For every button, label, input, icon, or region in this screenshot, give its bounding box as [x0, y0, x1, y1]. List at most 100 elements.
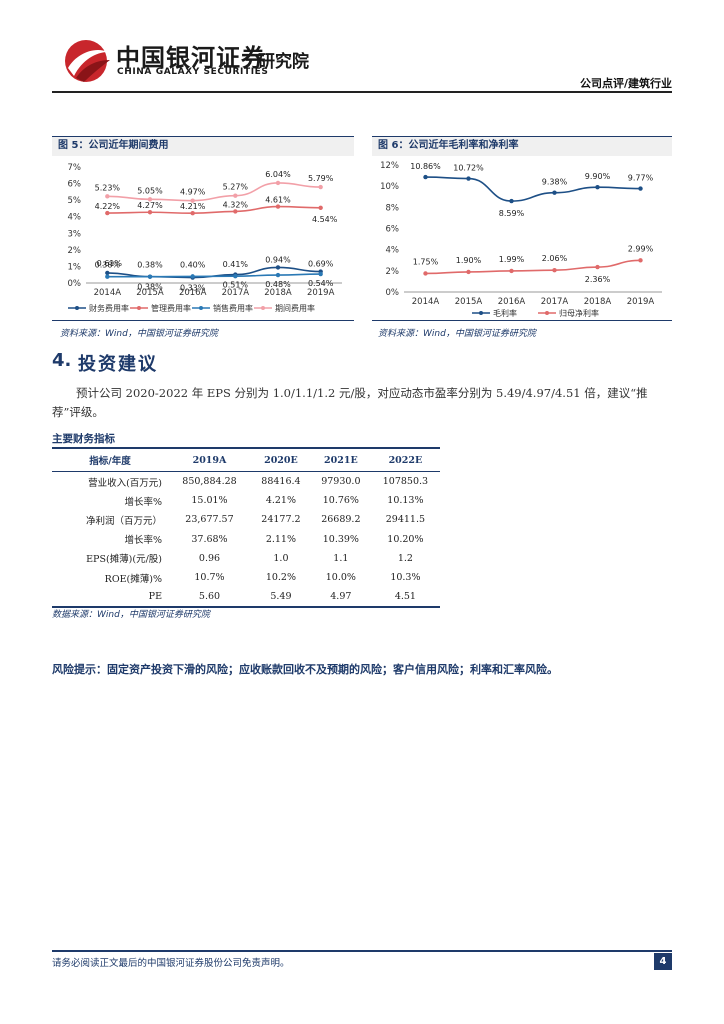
data-label: 0.48% [265, 280, 291, 289]
series-line [107, 205, 321, 215]
x-tick-label: 2014A [94, 288, 122, 298]
data-label: 4.54% [312, 215, 338, 224]
data-label: 10.72% [453, 164, 484, 173]
table-row: 增长率% 15.01% 4.21% 10.76% 10.13% [52, 491, 440, 510]
data-label: 8.59% [499, 209, 525, 218]
data-point [595, 185, 600, 190]
x-tick-label: 2017A [222, 288, 250, 298]
table-cell: 1.1 [333, 552, 349, 564]
data-label: 9.90% [585, 172, 611, 181]
data-label: 2.06% [542, 254, 568, 263]
data-label: 2.36% [585, 275, 611, 284]
data-point [105, 274, 110, 279]
data-point [190, 198, 195, 203]
legend-marker [545, 311, 549, 315]
data-point [595, 264, 600, 270]
data-point [233, 193, 238, 198]
data-label: 0.38% [137, 261, 163, 270]
data-label: 4.32% [223, 200, 249, 209]
row-label: 增长率% [124, 535, 162, 547]
data-point [105, 210, 110, 216]
footer-divider [52, 950, 672, 952]
data-point [275, 265, 281, 270]
legend-marker [261, 306, 265, 310]
table-row: ROE(摊薄)% 10.7% 10.2% 10.0% 10.3% [52, 568, 440, 587]
data-point [190, 274, 195, 279]
data-point [233, 274, 238, 279]
x-tick-label: 2015A [136, 288, 164, 298]
legend-label: 管理费用率 [151, 303, 191, 313]
table-title: 主要财务指标 [52, 433, 115, 445]
table-cell: 5.60 [168, 587, 251, 609]
table-cell: 10.13% [387, 495, 424, 507]
data-label: 0.94% [265, 255, 291, 264]
data-point [318, 271, 323, 277]
table-cell: 10.2% [265, 572, 297, 584]
table-cell: 10.39% [322, 533, 359, 545]
x-tick-label: 2014A [412, 297, 440, 307]
data-label: 9.77% [628, 174, 654, 183]
data-point [318, 184, 323, 190]
data-point [638, 258, 643, 263]
data-point [147, 197, 153, 202]
table-header-cell: 2019A [168, 447, 251, 472]
data-label: 4.22% [95, 202, 121, 211]
y-tick-label: 7% [68, 163, 82, 173]
table-row: PE 5.60 5.49 4.97 4.51 [52, 587, 440, 609]
data-point [638, 186, 643, 191]
table-row: 营业收入(百万元) 850,884.28 88416.4 97930.0 107… [52, 472, 440, 492]
data-point [466, 269, 471, 275]
figure-5-chart: 0% 1% 2% 3% 4% 5% 6% 7% 2014A 2015A 2016A 2017A 2018… [68, 163, 342, 313]
risk-warning: 风险提示：固定资产投资下滑的风险；应收账款回收不及预期的风险；客户信用风险；利率… [52, 663, 558, 676]
table-cell: 37.68% [191, 533, 228, 545]
legend-label: 期间费用率 [275, 303, 315, 313]
data-point [147, 210, 153, 215]
table-cell: 23,677.57 [185, 514, 234, 526]
table-cell: 24177.2 [261, 514, 301, 526]
data-label: 6.04% [265, 170, 291, 179]
figure-6-divider [372, 320, 672, 321]
table-cell: 2.11% [265, 533, 297, 545]
row-label: EPS(摊薄)(元/股) [86, 554, 162, 566]
data-label: 1.75% [413, 257, 439, 266]
legend-label: 毛利率 [493, 308, 517, 317]
x-tick-label: 2019A [307, 288, 335, 298]
table-cell: 10.76% [322, 495, 359, 507]
series-line [425, 259, 641, 275]
y-tick-label: 0% [68, 279, 82, 289]
data-point [318, 205, 323, 210]
data-point [190, 211, 195, 216]
y-tick-label: 5% [68, 196, 82, 206]
figure-6-source: 资料来源：Wind，中国银河证券研究院 [378, 329, 536, 339]
table-cell: 26689.2 [321, 514, 361, 526]
data-label: 2.99% [628, 244, 654, 253]
legend-marker [75, 306, 79, 310]
data-label: 0.61% [97, 259, 123, 268]
table-cell: 5.49 [250, 587, 311, 609]
data-point [466, 176, 471, 181]
data-label: 1.99% [499, 255, 525, 264]
table-cell: 850,884.28 [182, 476, 237, 488]
legend-label: 归母净利率 [559, 308, 599, 317]
financial-table: 指标/年度 2019A 2020E 2021E 2022E 营业收入(百万元) … [52, 447, 440, 609]
table-row: EPS(摊薄)(元/股) 0.96 1.0 1.1 1.2 [52, 549, 440, 568]
data-label: 0.38% [137, 283, 163, 292]
series-line [425, 176, 641, 202]
table-cell: 4.51 [370, 587, 440, 609]
brand-name-en: CHINA GALAXY SECURITIES [117, 67, 269, 77]
data-point [423, 271, 428, 276]
data-label: 4.61% [265, 196, 291, 205]
y-tick-label: 8% [386, 203, 400, 213]
figure-6-title: 图 6：公司近年毛利率和净利率 [378, 140, 519, 151]
figure-6-chart: 0% 2% 4% 6% 8% 10% 12% 2014A 2015A 2016A 2017A 2018… [380, 161, 662, 317]
y-tick-label: 4% [68, 213, 82, 223]
table-cell: 4.21% [265, 495, 297, 507]
table-cell: 1.2 [397, 552, 413, 564]
data-label: 0.41% [223, 260, 249, 269]
figure-5-title-bar: 图 5：公司近年期间费用 [52, 136, 354, 156]
row-label: PE [52, 587, 168, 609]
data-label: 4.27% [137, 201, 163, 210]
data-label: 5.23% [95, 183, 121, 192]
x-tick-label: 2015A [455, 297, 483, 307]
data-point [233, 209, 238, 214]
